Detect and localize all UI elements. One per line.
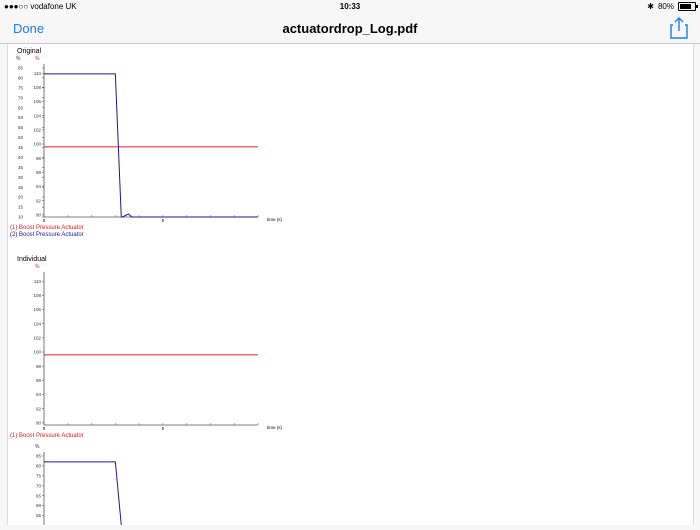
y-tick-label: 100: [33, 142, 41, 147]
y-tick-label: 106: [33, 99, 41, 104]
y-tick-label: 102: [33, 335, 41, 340]
y-tick-label: 35: [18, 165, 24, 170]
y-tick-label: 92: [36, 406, 42, 411]
y-tick-label: 20: [18, 195, 24, 200]
y-tick-label: 60: [18, 115, 24, 120]
y-tick-label: 96: [36, 378, 42, 383]
y-tick-label: 30: [18, 175, 24, 180]
pdf-page[interactable]: Original % % 10 15 20 25 30 35 40 45 50 55 60 65 70 7…: [7, 44, 694, 526]
done-button[interactable]: Done: [13, 21, 45, 36]
y-tick-label: 92: [36, 198, 42, 203]
y-tick-label: 80: [18, 76, 24, 81]
y-tick-label: 80: [36, 464, 42, 469]
left-axis-unit: %: [16, 56, 21, 62]
clock: 10:33: [339, 2, 361, 11]
status-bar: ●●●○○ vodafone UK 10:33 ✱ 80%: [0, 0, 700, 14]
y-tick-label: 50: [18, 135, 24, 140]
y-tick-label: 25: [18, 185, 24, 190]
y-tick-label: 40: [18, 155, 24, 160]
chart-title: Individual: [17, 256, 47, 263]
y-tick-label: 55: [36, 513, 42, 518]
chart-third: % 55 60 65 70 75 80 85: [35, 444, 45, 525]
x-tick-label: 5: [162, 218, 165, 223]
y-tick-label: 98: [36, 156, 42, 161]
y-tick-label: 55: [18, 125, 24, 130]
y-tick-label: 94: [36, 184, 42, 189]
series-line: [44, 73, 258, 218]
y-tick-label: 90: [36, 212, 42, 217]
legend-entry-1: (1) Boost Pressure Actuator: [10, 433, 84, 439]
y-tick-label: 65: [36, 493, 42, 498]
right-axis-unit: %: [35, 56, 40, 62]
chart-original: Original % % 101520253035404550556065707…: [10, 48, 283, 238]
chart-title: Original: [17, 48, 42, 55]
y-tick-label: 96: [36, 170, 42, 175]
y-tick-label: 10: [18, 215, 24, 220]
y-tick-label: 85: [36, 454, 42, 459]
y-tick-label: 94: [36, 392, 42, 397]
nav-bar: Done actuatordrop_Log.pdf: [0, 14, 700, 44]
y-tick-label: 70: [18, 95, 24, 100]
y-tick-label: 106: [33, 307, 41, 312]
battery-percent: 80%: [657, 2, 674, 11]
y-tick-label: 65: [18, 105, 24, 110]
y-axis-unit: %: [35, 264, 40, 270]
y-tick-label: 85: [18, 66, 24, 71]
y-tick-label: 45: [18, 145, 24, 150]
x-axis-label: time (s): [267, 425, 283, 430]
y-axis-unit: %: [35, 444, 40, 450]
chart-individual: Individual % 90 92 94 96 98 100 102 104 106 108 11…: [10, 256, 283, 439]
x-tick-label: 0: [43, 218, 46, 223]
document-title: actuatordrop_Log.pdf: [282, 21, 418, 36]
status-right: ✱ 80%: [647, 2, 698, 11]
y-tick-label: 110: [34, 279, 42, 284]
y-tick-label: 108: [33, 85, 41, 90]
y-tick-label: 104: [33, 113, 41, 118]
y-tick-label: 100: [33, 350, 41, 355]
legend-entry-1: (1) Boost Pressure Actuator: [10, 225, 84, 231]
carrier-label: ●●●○○ vodafone UK: [4, 2, 77, 11]
charts-canvas: Original % % 101520253035404550556065707…: [10, 48, 283, 526]
y-tick-label: 104: [33, 321, 41, 326]
y-tick-label: 75: [18, 85, 24, 90]
y-tick-label: 90: [36, 420, 42, 425]
legend-entry-2: (2) Boost Pressure Actuator: [10, 232, 84, 238]
battery-icon: [678, 2, 698, 11]
y-tick-label: 98: [36, 364, 42, 369]
y-tick-label: 110: [34, 71, 42, 76]
y-tick-label: 108: [33, 293, 41, 298]
y-tick-label: 15: [18, 205, 24, 210]
x-tick-label: 0: [43, 426, 46, 431]
y-tick-label: 60: [36, 503, 42, 508]
bluetooth-icon: ✱: [647, 2, 654, 11]
share-icon[interactable]: [670, 17, 688, 39]
x-axis-label: time (s): [267, 217, 283, 222]
y-tick-label: 75: [36, 473, 42, 478]
series-line: [44, 461, 122, 526]
y-tick-label: 102: [33, 127, 41, 132]
x-tick-label: 5: [162, 426, 165, 431]
y-tick-label: 70: [36, 483, 42, 488]
